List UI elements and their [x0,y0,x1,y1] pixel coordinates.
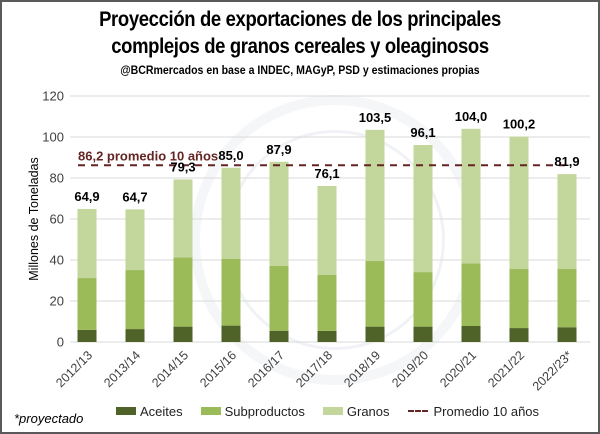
y-tick-label: 60 [50,212,64,227]
legend-swatch-granos [322,407,343,415]
bar-segment-aceites [173,326,193,342]
x-tick-label: 2018/19 [341,348,383,390]
bars [77,128,577,342]
legend-label-granos: Granos [346,403,390,419]
bar-segment-granos [557,174,577,270]
bar-segment-aceites [221,325,241,342]
total-labels: 64,9 64,7 79,3 85,0 87,9 76,1 103,5 96,1 104,0 10… [74,109,579,205]
bar-segment-subproductos [413,272,433,327]
legend-label-subproductos: Subproductos [224,403,305,419]
bar-segment-aceites [317,330,337,342]
total-data-label: 104,0 [455,109,488,124]
x-tick-label: 2021/22 [485,348,527,390]
legend-swatch-aceites [116,407,136,415]
y-tick-label: 20 [50,294,64,309]
legend-swatch-promedio [407,410,428,412]
bar-segment-granos [77,208,97,279]
bar-segment-aceites [509,328,529,342]
legend-swatch-subproductos [200,407,221,415]
bar-segment-aceites [413,326,433,342]
total-data-label: 96,1 [410,125,435,140]
bar-segment-aceites [269,330,289,342]
x-tick-label: 2022/23* [530,348,575,393]
y-tick-label: 0 [57,335,64,350]
y-tick-label: 120 [42,89,64,104]
bar-segment-aceites [557,327,577,342]
total-data-label: 64,9 [74,189,99,204]
total-data-label: 100,2 [503,117,536,132]
bar-segment-subproductos [509,269,529,329]
legend-item-promedio: Promedio 10 años [407,403,540,419]
y-axis-label: Millones de Toneladas [27,157,41,280]
legend-label-aceites: Aceites [140,403,183,419]
bar-segment-granos [509,136,529,270]
bar-segment-aceites [365,326,385,342]
bar-segment-subproductos [125,270,145,330]
y-tick-label: 80 [50,171,64,186]
bar-segment-granos [461,128,481,264]
legend-item-granos: Granos [322,403,390,419]
x-tick-label: 2013/14 [101,348,143,390]
x-tick-label: 2016/17 [245,348,287,390]
bar-segment-subproductos [221,258,241,326]
y-tick-label: 100 [42,130,64,145]
bar-segment-subproductos [461,263,481,327]
bar-segment-subproductos [557,269,577,328]
bar-segment-subproductos [365,261,385,327]
x-axis-labels: 2012/13 2013/14 2014/15 2015/16 2016/17 2017/… [53,348,575,393]
bar-segment-subproductos [269,265,289,331]
y-tick-label: 40 [50,253,64,268]
bar-segment-granos [221,167,241,259]
bar-segment-granos [413,144,433,273]
x-tick-label: 2014/15 [149,348,191,390]
bar-segment-granos [125,209,145,271]
legend: Aceites Subproductos Granos Promedio 10 … [116,403,557,419]
total-data-label: 85,0 [218,148,243,163]
bar-segment-granos [269,161,289,266]
bar-segment-granos [365,129,385,262]
x-tick-label: 2012/13 [53,348,95,390]
x-tick-label: 2019/20 [389,348,431,390]
bar-segment-aceites [77,329,97,342]
average-line-group: 86,2 promedio 10 años [78,148,565,167]
bar-segment-subproductos [173,257,193,327]
x-tick-label: 2020/21 [437,348,479,390]
footnote: *proyectado [14,411,84,426]
legend-item-aceites: Aceites [116,404,183,419]
total-data-label: 79,3 [170,159,195,174]
total-data-label: 103,5 [359,110,392,125]
average-line-label: 86,2 promedio 10 años [78,148,218,163]
chart-subtitle: @BCRmercados en base a INDEC, MAGyP, PSD… [120,63,480,77]
total-data-label: 76,1 [314,166,339,181]
x-tick-label: 2015/16 [197,348,239,390]
bar-segment-subproductos [317,274,337,331]
total-data-label: 64,7 [122,189,147,204]
chart-title-line2: complejos de granos cereales y oleaginos… [111,35,489,58]
bar-segment-granos [173,179,193,258]
bar-segment-aceites [125,329,145,342]
legend-label-promedio: Promedio 10 años [433,403,540,419]
bar-segment-subproductos [77,278,97,330]
x-tick-label: 2017/18 [293,348,335,390]
bar-segment-granos [317,185,337,275]
legend-item-subproductos: Subproductos [200,403,305,419]
total-data-label: 81,9 [554,154,579,169]
total-data-label: 87,9 [266,142,291,157]
y-axis-ticks: 0 20 40 60 80 100 120 [42,89,64,350]
bar-segment-aceites [461,326,481,342]
chart-title-line1: Proyección de exportaciones de los princ… [99,8,501,31]
